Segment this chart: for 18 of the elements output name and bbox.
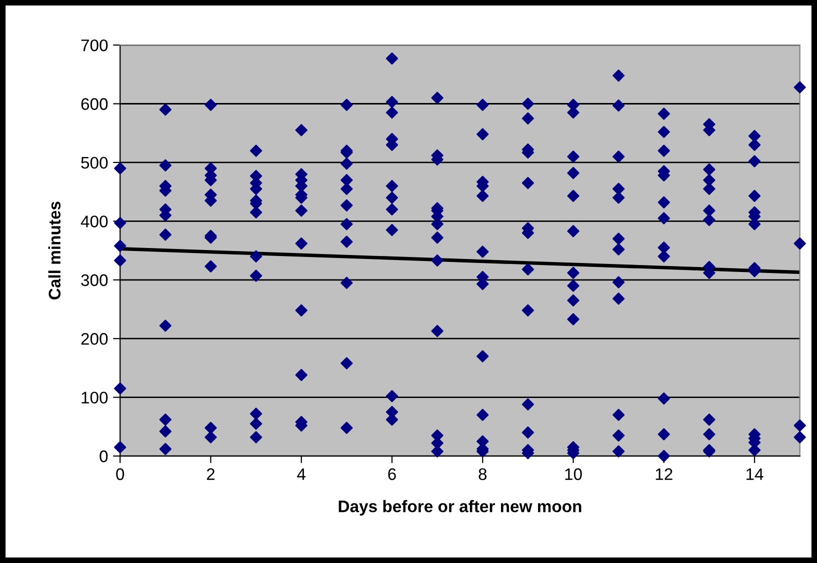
y-tick-label: 200 bbox=[81, 333, 108, 345]
y-tick-label: 400 bbox=[80, 216, 108, 228]
x-tick-label: 0 bbox=[116, 468, 124, 480]
y-axis-title: Call minutes bbox=[48, 202, 61, 300]
y-tick-label: 700 bbox=[81, 39, 108, 52]
y-tick-label: 0 bbox=[100, 450, 108, 462]
x-tick-label: 4 bbox=[297, 468, 306, 480]
y-tick-label: 500 bbox=[81, 156, 108, 169]
x-tick-label: 14 bbox=[746, 468, 764, 480]
y-tick-label: 300 bbox=[81, 274, 108, 286]
y-tick-label: 100 bbox=[82, 392, 108, 404]
x-tick-label: 6 bbox=[388, 468, 396, 480]
x-tick-label: 10 bbox=[565, 468, 582, 480]
x-tick-label: 12 bbox=[656, 468, 672, 480]
x-tick-label: 2 bbox=[206, 468, 215, 480]
y-tick-label: 600 bbox=[81, 98, 108, 110]
x-tick-label: 8 bbox=[478, 468, 487, 480]
x-axis-title: Days before or after new moon bbox=[338, 500, 582, 516]
